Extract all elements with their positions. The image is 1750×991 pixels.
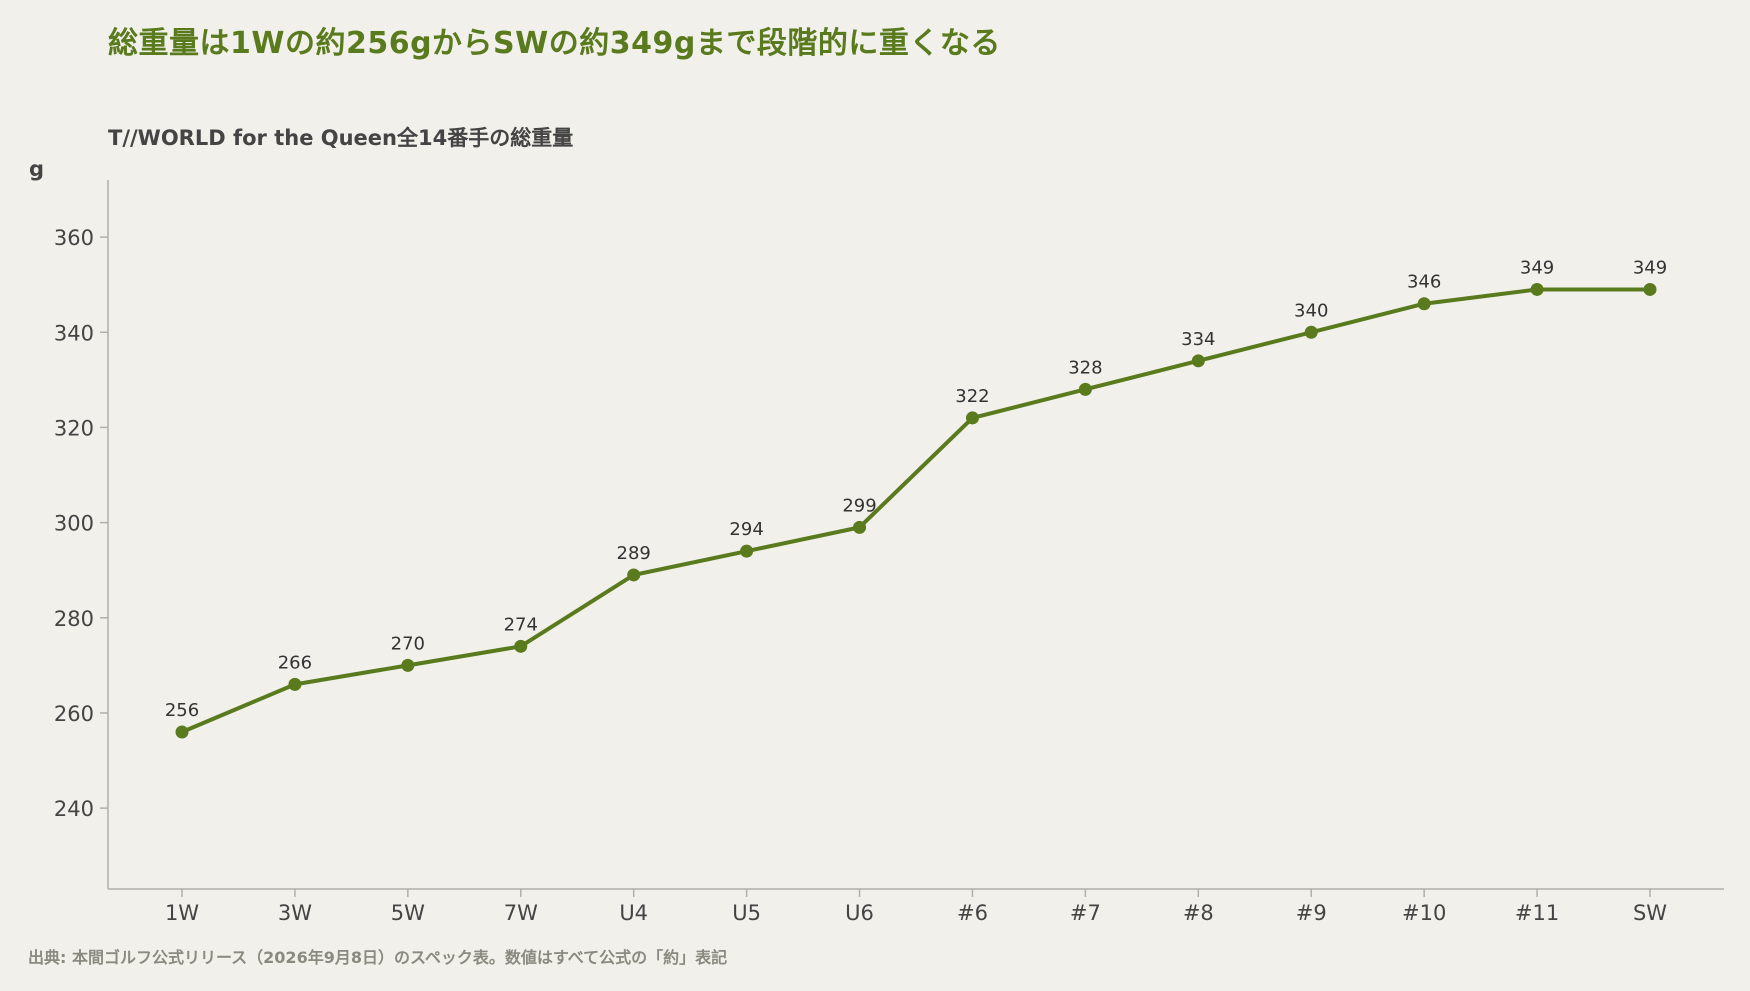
data-labels: 256 266 270 274 289 294 299 322 328 334 340 346 349 3…	[165, 257, 1667, 721]
data-point	[740, 544, 754, 558]
x-tick-label: SW	[1633, 901, 1667, 925]
x-tick-label: 5W	[391, 901, 425, 925]
data-label: 340	[1294, 300, 1328, 321]
data-point	[175, 725, 189, 739]
y-tick-label: 240	[54, 797, 94, 821]
data-label: 346	[1407, 272, 1441, 293]
data-point	[1191, 354, 1205, 368]
x-tick-label: U6	[845, 901, 874, 925]
x-tick-label: U5	[732, 901, 761, 925]
data-label: 289	[617, 543, 651, 564]
data-label: 328	[1068, 357, 1102, 378]
x-tick-label: #9	[1296, 901, 1327, 925]
data-label: 299	[842, 495, 876, 516]
y-tick-label: 300	[54, 512, 94, 536]
y-axis-unit-label: g	[29, 157, 44, 181]
data-point	[965, 411, 979, 425]
chart-subtitle: T//WORLD for the Queen全14番手の総重量	[108, 126, 574, 150]
data-label: 256	[165, 700, 199, 721]
y-tick-label: 280	[54, 607, 94, 631]
chart-title: 総重量は1Wの約256gからSWの約349gまで段階的に重くなる	[108, 26, 1001, 61]
data-point	[1078, 382, 1092, 396]
data-label: 266	[278, 652, 312, 673]
data-point	[1304, 325, 1318, 339]
data-label: 334	[1181, 329, 1215, 350]
data-point	[514, 639, 528, 653]
x-tick-label: 3W	[278, 901, 312, 925]
x-tick-label: #11	[1515, 901, 1559, 925]
data-point	[1643, 282, 1657, 296]
data-point	[1530, 282, 1544, 296]
data-label: 274	[504, 614, 538, 635]
data-point	[288, 677, 302, 691]
axes: g 240 260 280 300 320 340 360 1W 3W 5W 7W U4 U5 U6 #6 #7…	[29, 157, 1724, 925]
data-label: 349	[1520, 257, 1554, 278]
data-point	[401, 658, 415, 672]
y-tick-label: 360	[54, 226, 94, 250]
source-note: 出典: 本間ゴルフ公式リリース（2026年9月8日）のスペック表。数値はすべて公…	[28, 948, 728, 967]
x-tick-label: #6	[957, 901, 988, 925]
data-label: 322	[955, 386, 989, 407]
data-label: 349	[1633, 257, 1667, 278]
y-tick-label: 320	[54, 416, 94, 440]
data-point	[853, 520, 867, 534]
series-layer	[175, 282, 1657, 739]
x-tick-label: 1W	[165, 901, 199, 925]
series-line	[181, 287, 1650, 734]
x-tick-label: #10	[1402, 901, 1446, 925]
x-tick-label: U4	[619, 901, 648, 925]
x-tick-label: #8	[1183, 901, 1214, 925]
data-label: 270	[391, 633, 425, 654]
y-tick-label: 260	[54, 702, 94, 726]
y-tick-label: 340	[54, 321, 94, 345]
x-tick-label: #7	[1070, 901, 1101, 925]
data-point	[627, 568, 641, 582]
data-point	[1417, 297, 1431, 311]
data-label: 294	[729, 519, 763, 540]
x-tick-label: 7W	[504, 901, 538, 925]
